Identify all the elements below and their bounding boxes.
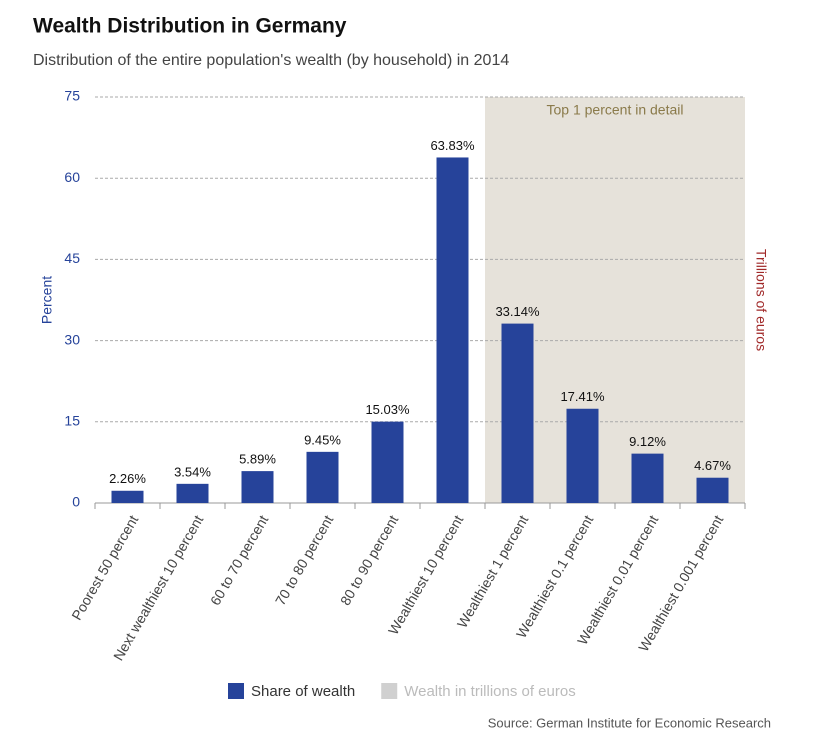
bar xyxy=(436,157,469,504)
x-tick-label: 70 to 80 percent xyxy=(272,512,337,608)
legend-swatch xyxy=(228,683,244,699)
x-tick-label: Wealthiest 1 percent xyxy=(454,512,532,630)
value-label: 3.54% xyxy=(174,464,211,479)
y2-axis-label: Trillions of euros xyxy=(753,249,769,351)
source: Source: German Institute for Economic Re… xyxy=(488,715,771,730)
x-tick-label: Wealthiest 10 percent xyxy=(385,512,466,637)
y-tick-label: 0 xyxy=(72,494,80,510)
bar xyxy=(566,408,599,503)
value-label: 9.12% xyxy=(629,434,666,449)
chart-subtitle: Distribution of the entire population's … xyxy=(33,52,509,69)
value-label: 5.89% xyxy=(239,452,276,467)
y-tick-label: 45 xyxy=(64,250,80,266)
value-label: 33.14% xyxy=(495,304,540,319)
bar xyxy=(111,490,144,503)
x-tick-label: 80 to 90 percent xyxy=(337,512,402,608)
legend-label: Wealth in trillions of euros xyxy=(404,683,575,700)
y-tick-label: 60 xyxy=(64,169,80,185)
annotation: Top 1 percent in detail xyxy=(547,102,684,118)
value-label: 17.41% xyxy=(560,389,605,404)
bar xyxy=(501,323,534,503)
chart-title: Wealth Distribution in Germany xyxy=(33,15,347,38)
value-label: 2.26% xyxy=(109,471,146,486)
bar xyxy=(631,453,664,503)
bar xyxy=(306,451,339,503)
bar xyxy=(176,483,209,503)
legend-swatch xyxy=(381,683,398,699)
y-tick-label: 75 xyxy=(64,88,80,104)
y-tick-label: 30 xyxy=(64,331,80,347)
y-axis-label: Percent xyxy=(39,276,55,324)
value-label: 15.03% xyxy=(365,402,410,417)
value-label: 9.45% xyxy=(304,432,341,447)
bar xyxy=(241,471,274,503)
y-tick-label: 15 xyxy=(64,413,80,429)
x-tick-label: Poorest 50 percent xyxy=(68,512,141,623)
value-label: 4.67% xyxy=(694,458,731,473)
bar xyxy=(371,421,404,503)
legend-label: Share of wealth xyxy=(251,683,355,700)
value-label: 63.83% xyxy=(430,138,475,153)
bar xyxy=(696,477,729,503)
x-tick-label: 60 to 70 percent xyxy=(207,512,272,608)
